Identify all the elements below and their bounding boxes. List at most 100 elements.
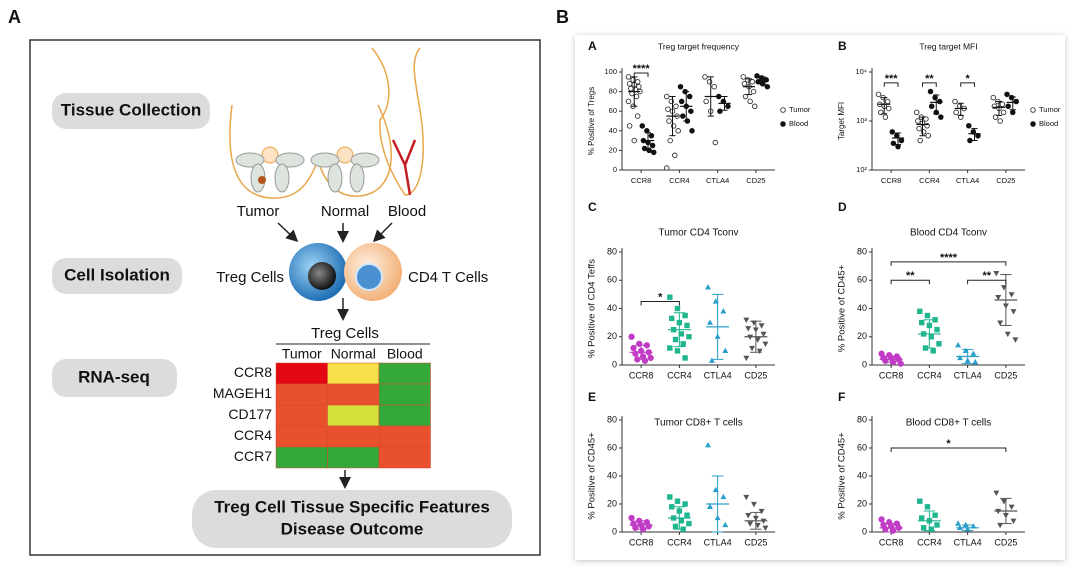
legend-label: Tumor: [789, 105, 811, 114]
cell-label: CD4 T Cells: [408, 269, 488, 286]
chart-letter: E: [588, 390, 596, 404]
data-point: [751, 103, 758, 110]
x-tick-label: CCR4: [917, 370, 942, 380]
data-point: [717, 108, 723, 114]
data-point: [669, 504, 675, 510]
data-point: [917, 498, 923, 504]
data-point: [628, 85, 634, 92]
step-label: Cell Isolation: [64, 265, 170, 284]
data-point: [762, 341, 769, 348]
heatmap-row: CCR4: [234, 427, 272, 443]
significance-bracket: [890, 447, 1007, 452]
y-tick-label: 10³: [856, 116, 867, 125]
data-point: [712, 139, 719, 146]
data-point: [740, 74, 747, 80]
data-point: [672, 523, 679, 530]
data-point: [995, 295, 1002, 301]
data-point: [682, 355, 688, 361]
data-point: [686, 520, 692, 527]
data-point: [674, 348, 681, 354]
data-point: [674, 305, 681, 312]
data-point: [689, 128, 695, 134]
chart-letter: A: [588, 39, 597, 53]
data-point: [754, 73, 760, 79]
data-point: [639, 123, 646, 129]
chart-title: Treg target MFI: [919, 41, 977, 51]
y-tick-label: 0: [862, 526, 867, 536]
data-point: [674, 498, 681, 504]
data-point: [1013, 98, 1019, 105]
y-tick-label: 20: [607, 331, 617, 341]
data-point: [702, 74, 708, 80]
data-point: [667, 294, 673, 300]
legend-label: Tumor: [1039, 105, 1061, 114]
data-point: [686, 334, 692, 340]
data-point: [678, 331, 684, 337]
y-axis-label: % Positive of CD45+: [837, 432, 848, 520]
data-point: [953, 109, 959, 116]
heatmap: Tumor Normal Blood CCR8 MAGEH1 CD177 CCR4 CCR7: [213, 346, 431, 469]
outcome-pill: [192, 490, 512, 548]
data-point: [1010, 309, 1017, 315]
data-point: [672, 152, 678, 159]
data-point: [664, 165, 670, 171]
data-point: [743, 355, 750, 362]
data-point: [745, 513, 752, 519]
data-point: [747, 98, 753, 105]
data-point: [924, 504, 931, 510]
significance-bracket: [640, 300, 680, 306]
data-point: [634, 79, 641, 85]
data-point: [923, 116, 929, 122]
data-point: [764, 83, 771, 90]
data-point: [932, 512, 938, 518]
data-point: [886, 105, 892, 112]
y-tick-label: 60: [607, 275, 617, 285]
heatmap-cell: [378, 404, 431, 427]
significance-label: *: [946, 438, 951, 450]
chart-title: Treg target frequency: [658, 41, 740, 51]
step-label: RNA-seq: [78, 367, 150, 386]
data-point: [707, 319, 713, 325]
data-point: [1004, 331, 1011, 338]
y-tick-label: 40: [857, 303, 867, 313]
data-point: [625, 98, 632, 105]
data-point: [780, 121, 786, 127]
heatmap-cell: [275, 446, 328, 469]
data-point: [916, 125, 922, 132]
data-point: [742, 93, 749, 100]
data-point: [705, 441, 712, 448]
data-point: [720, 308, 727, 314]
cd4-nucleus: [355, 263, 383, 291]
data-point: [631, 137, 637, 144]
data-point: [898, 137, 905, 144]
y-tick-label: 10²: [856, 165, 867, 174]
data-point: [725, 103, 731, 110]
data-point: [678, 518, 684, 524]
data-point: [889, 129, 896, 135]
x-tick-label: CCR8: [631, 176, 651, 185]
step-pill: [52, 93, 210, 129]
y-tick-label: 40: [609, 126, 617, 135]
data-point: [997, 118, 1003, 124]
chart: C Tumor CD4 Tconv % Positive of CD4 Teffs 0…: [587, 200, 775, 380]
x-tick-label: CD25: [996, 176, 1015, 185]
data-point: [927, 88, 934, 95]
chart-letter: C: [588, 200, 597, 214]
x-tick-label: CD25: [746, 176, 765, 185]
data-point: [1010, 518, 1017, 525]
treg-nucleus: [308, 262, 336, 290]
significance-label: *: [658, 291, 663, 303]
heatmap-cell: [378, 425, 431, 448]
data-point: [884, 98, 891, 105]
data-point: [667, 494, 673, 500]
y-axis-label: % Positive of CD45+: [837, 264, 848, 352]
data-point: [628, 333, 635, 340]
heatmap-cell: [275, 362, 328, 385]
heatmap-column: Tumor: [282, 346, 322, 362]
data-point: [934, 326, 940, 333]
data-point: [758, 508, 765, 515]
x-tick-label: CD25: [994, 370, 1017, 380]
data-point: [682, 312, 688, 319]
y-axis-label: % Positive of Tregs: [587, 87, 596, 155]
data-point: [666, 118, 672, 124]
